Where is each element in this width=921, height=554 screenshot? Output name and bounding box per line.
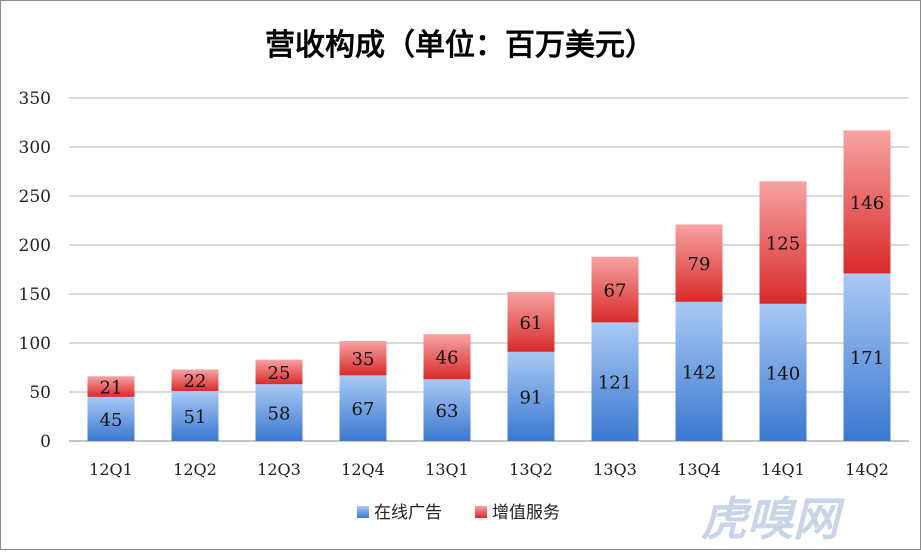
bar-segment [255,359,303,385]
y-tick-label: 100 [19,334,51,354]
legend-swatch-online-ads [357,506,369,518]
data-label: 63 [436,401,459,422]
x-tick-label: 14Q1 [761,460,805,479]
x-tick-label: 14Q2 [845,460,889,479]
bar-segment [591,322,639,441]
bars: 45 21 51 22 58 25 67 35 63 46 91 61 121 67 142 79 140 125… [87,130,891,441]
data-label: 21 [100,378,123,399]
x-tick-label: 12Q3 [257,460,301,479]
bar-segment [507,351,555,441]
watermark: 虎嗅网 [701,492,845,546]
y-tick-label: 300 [19,138,51,158]
x-tick-label: 13Q4 [677,460,721,479]
bar-segment [171,369,219,392]
bar-segment [759,181,807,304]
data-label: 58 [268,404,291,425]
data-label: 61 [520,313,543,334]
data-label: 142 [682,362,716,383]
legend: 在线广告 增值服务 [357,503,560,523]
y-tick-label: 350 [19,89,51,109]
x-tick-label: 13Q1 [425,460,469,479]
x-tick-label: 12Q1 [89,460,133,479]
bar-segment [843,273,891,441]
y-tick-label: 250 [19,187,51,207]
legend-swatch-value-added [475,506,487,518]
data-label: 125 [766,234,800,255]
legend-label-value-added: 增值服务 [492,503,560,523]
data-label: 121 [598,373,632,394]
bar-segment [87,396,135,441]
bar-segment [423,379,471,441]
data-label: 146 [850,193,884,214]
bar-segment [171,391,219,441]
bar-segment [591,256,639,323]
y-tick-label: 200 [19,236,51,256]
legend-label-online-ads: 在线广告 [374,503,442,523]
data-label: 67 [604,281,627,302]
bar-segment [759,303,807,441]
data-label: 79 [688,254,711,275]
y-axis-ticks: 0 50 100 150 200 250 300 350 [19,89,51,452]
data-label: 25 [268,363,291,384]
y-tick-label: 50 [29,383,51,403]
x-tick-label: 12Q2 [173,460,217,479]
bar-segment [87,376,135,397]
x-tick-label: 13Q3 [593,460,637,479]
bar-segment [843,130,891,274]
data-label: 67 [352,399,375,420]
bar-segment [339,341,387,376]
bar-segment [423,334,471,380]
data-label: 46 [436,348,459,369]
data-label: 35 [352,349,375,370]
data-label: 140 [766,363,800,384]
data-label: 45 [100,410,123,431]
bar-segment [339,375,387,441]
x-tick-label: 13Q2 [509,460,553,479]
x-axis-labels: 12Q1 12Q2 12Q3 12Q4 13Q1 13Q2 13Q3 13Q4 14Q1 14Q2 [89,460,889,479]
data-label: 22 [184,371,207,392]
y-tick-label: 0 [40,432,51,452]
x-tick-label: 12Q4 [341,460,385,479]
data-label: 91 [520,387,543,408]
bar-segment [507,292,555,352]
chart-title: 营收构成（单位：百万美元） [265,28,655,63]
y-tick-label: 150 [19,285,51,305]
bar-segment [255,384,303,441]
bar-segment [675,224,723,302]
bar-segment [675,301,723,441]
data-label: 171 [850,348,884,369]
data-label: 51 [184,407,207,428]
